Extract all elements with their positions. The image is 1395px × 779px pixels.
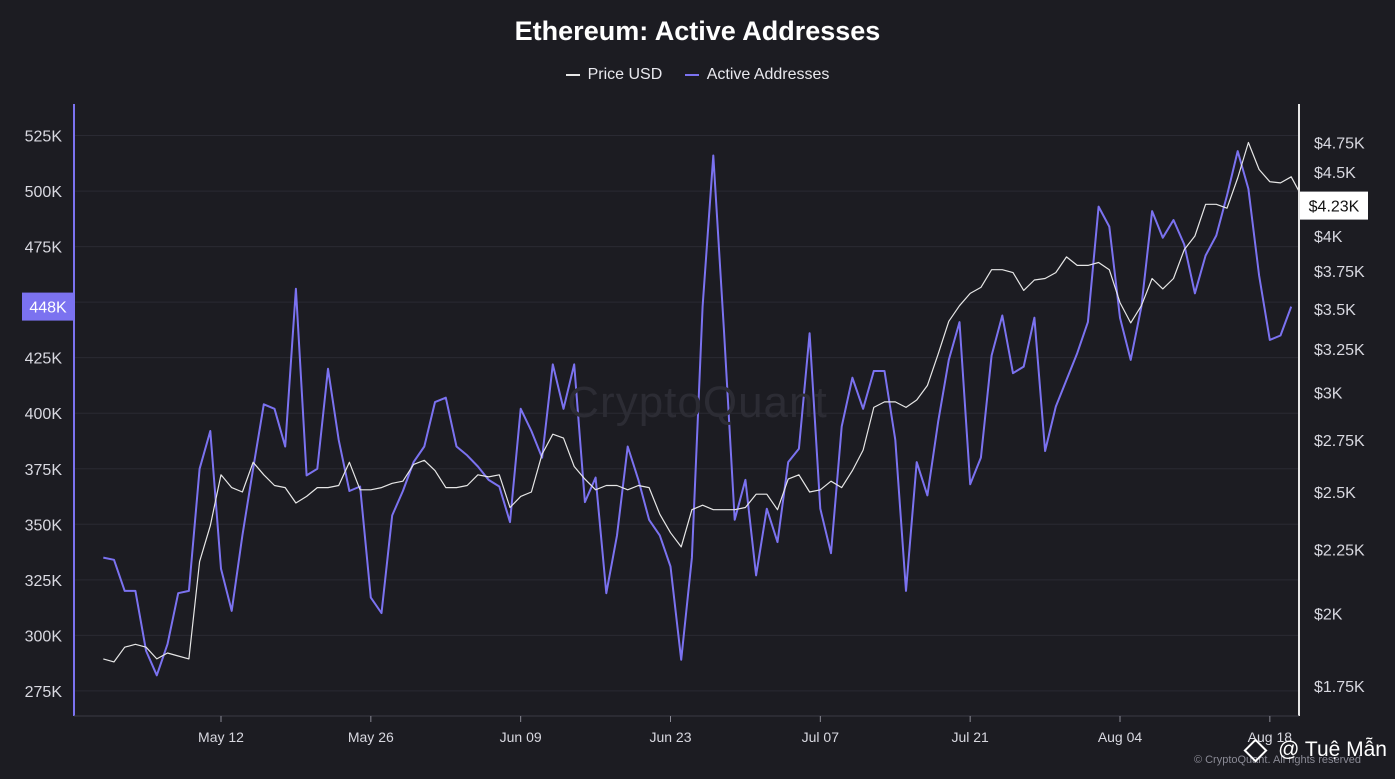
current-active-badge (22, 292, 74, 321)
x-tick-label: Aug 18 (1248, 729, 1293, 745)
series-layer (103, 141, 1313, 677)
right-tick-label: $3.25K (1314, 342, 1365, 359)
right-tick-label: $4.75K (1314, 135, 1365, 152)
left-tick-label: 350K (25, 517, 63, 534)
x-tick-label: Jun 09 (500, 729, 542, 745)
binance-logo-icon (1243, 737, 1268, 763)
current-value-markers: 448K $4.23K (22, 191, 1368, 321)
author-credit: @ Tuệ Mẫn (1243, 737, 1387, 763)
legend-item-active-addresses[interactable]: Active Addresses (684, 66, 830, 84)
left-tick-label: 375K (25, 462, 63, 479)
legend-swatch-price (565, 74, 580, 76)
copyright-text: © CryptoQuant. All rights reserved (1193, 754, 1361, 766)
right-tick-label: $2.25K (1314, 542, 1365, 559)
left-tick-label: 275K (25, 684, 63, 701)
left-tick-label: 300K (25, 628, 63, 645)
right-tick-label: $2K (1314, 606, 1343, 623)
gridlines (74, 135, 1299, 692)
x-tick-label: May 26 (348, 729, 394, 745)
x-tick-label: Aug 04 (1098, 729, 1143, 745)
left-tick-label: 475K (25, 240, 63, 257)
current-price-badge (1300, 191, 1368, 220)
left-tick-label: 425K (25, 351, 63, 368)
right-tick-label: $3K (1314, 386, 1343, 403)
right-tick-label: $1.75K (1314, 679, 1365, 696)
x-tick-label: Jun 23 (649, 729, 691, 745)
legend-label-price: Price USD (587, 66, 663, 83)
legend-swatch-active-addresses (684, 74, 699, 76)
right-tick-label: $2.5K (1314, 485, 1356, 502)
right-tick-label: $4K (1314, 229, 1343, 246)
left-tick-label: 400K (25, 406, 63, 423)
right-axis: $1.75K $2K $2.25K $2.5K $2.75K $3K $3.25K $3.5K… (1298, 104, 1365, 716)
x-axis: May 12 May 26 Jun 09 Jun 23 Jul 07 Jul 21 Aug … (74, 715, 1299, 745)
legend-label-active-addresses: Active Addresses (706, 66, 830, 83)
watermark: CryptoQuant (567, 378, 828, 427)
legend-item-price[interactable]: Price USD (565, 66, 663, 84)
x-tick-label: May 12 (198, 729, 244, 745)
right-tick-label: $4.5K (1314, 165, 1356, 182)
left-tick-label: 500K (25, 184, 63, 201)
right-tick-label: $2.75K (1314, 433, 1365, 450)
x-tick-label: Jul 07 (802, 729, 840, 745)
right-tick-label: $3.75K (1314, 264, 1365, 281)
series-line-price-usd (103, 141, 1313, 663)
x-tick-label: Jul 21 (951, 729, 989, 745)
current-price-label: $4.23K (1309, 199, 1360, 216)
right-tick-label: $3.5K (1314, 302, 1356, 319)
left-tick-label: 325K (25, 573, 63, 590)
left-tick-label: 525K (25, 129, 63, 146)
author-credit-text: @ Tuệ Mẫn (1278, 738, 1387, 761)
left-axis: 275K 300K 325K 350K 375K 400K 425K 475K 500K 525K (25, 104, 75, 716)
current-active-label: 448K (29, 300, 67, 317)
chart-title: Ethereum: Active Addresses (514, 16, 881, 46)
legend: Price USD Active Addresses (0, 63, 1395, 84)
